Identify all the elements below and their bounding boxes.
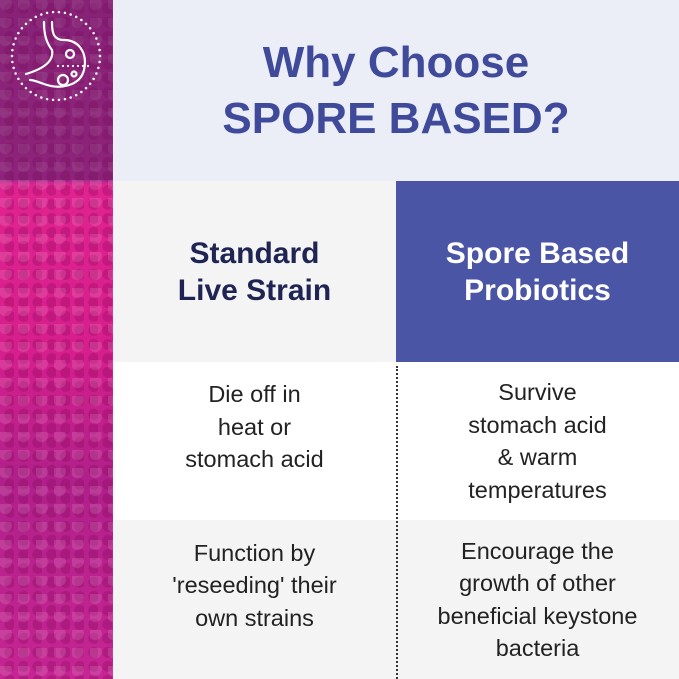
row-2-standard: Function by'reseeding' their own strains	[113, 520, 396, 679]
row-1-standard: Die off in heat or stomach acid	[185, 381, 324, 473]
page-header: Why Choose SPORE BASED?	[113, 0, 679, 181]
stomach-icon	[10, 10, 102, 102]
column-header-spore: Spore Based Probiotics	[396, 181, 679, 362]
page-title: Why Choose SPORE BASED?	[222, 37, 570, 143]
decorative-texture-strip	[0, 0, 113, 679]
column-header-standard: Standard Live Strain	[113, 181, 396, 362]
dotted-column-divider	[396, 366, 398, 679]
row-2-spore: Encourage the growth of other beneficial k…	[396, 520, 679, 679]
row-1-spore: Survive stomach acid & warm temperatures	[468, 379, 607, 503]
